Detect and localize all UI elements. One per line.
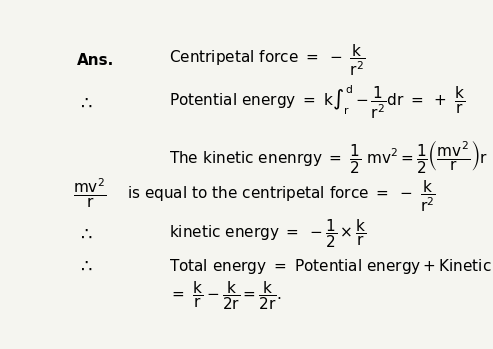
Text: $\therefore$: $\therefore$ <box>77 225 93 243</box>
Text: $\mathrm{Centripetal\ force\ =\ -\ \dfrac{k}{r^2}}$: $\mathrm{Centripetal\ force\ =\ -\ \dfra… <box>169 43 365 79</box>
Text: $\mathrm{The\ kinetic\ enenrgy\ =\ \dfrac{1}{2}\ mv^2 = \dfrac{1}{2}\left(\dfrac: $\mathrm{The\ kinetic\ enenrgy\ =\ \dfra… <box>169 138 488 174</box>
Text: $\mathrm{Total\ energy\ =\ Potential\ energy + Kinetic\ energy}$: $\mathrm{Total\ energy\ =\ Potential\ en… <box>169 257 493 276</box>
Text: $\therefore$: $\therefore$ <box>77 93 93 111</box>
Text: $\mathrm{=\ \dfrac{k}{r} - \dfrac{k}{2r} = \dfrac{k}{2r}.}$: $\mathrm{=\ \dfrac{k}{r} - \dfrac{k}{2r}… <box>169 280 282 312</box>
Text: $\therefore$: $\therefore$ <box>77 257 93 275</box>
Text: $\mathrm{kinetic\ energy\ =\ -\dfrac{1}{2}\times\dfrac{k}{r}}$: $\mathrm{kinetic\ energy\ =\ -\dfrac{1}{… <box>169 218 366 251</box>
Text: $\mathrm{Potential\ energy\ =\ k\int_{r}^{d}-\dfrac{1}{r^2}dr\ =\ +\ \dfrac{k}{r: $\mathrm{Potential\ energy\ =\ k\int_{r}… <box>169 84 465 121</box>
Text: $\mathrm{is\ equal\ to\ the\ centripetal\ force\ =\ -\ \dfrac{k}{r^2}}$: $\mathrm{is\ equal\ to\ the\ centripetal… <box>127 179 435 214</box>
Text: Ans.: Ans. <box>77 53 114 68</box>
Text: $\mathrm{\dfrac{mv^2}{r}}$: $\mathrm{\dfrac{mv^2}{r}}$ <box>73 177 106 210</box>
